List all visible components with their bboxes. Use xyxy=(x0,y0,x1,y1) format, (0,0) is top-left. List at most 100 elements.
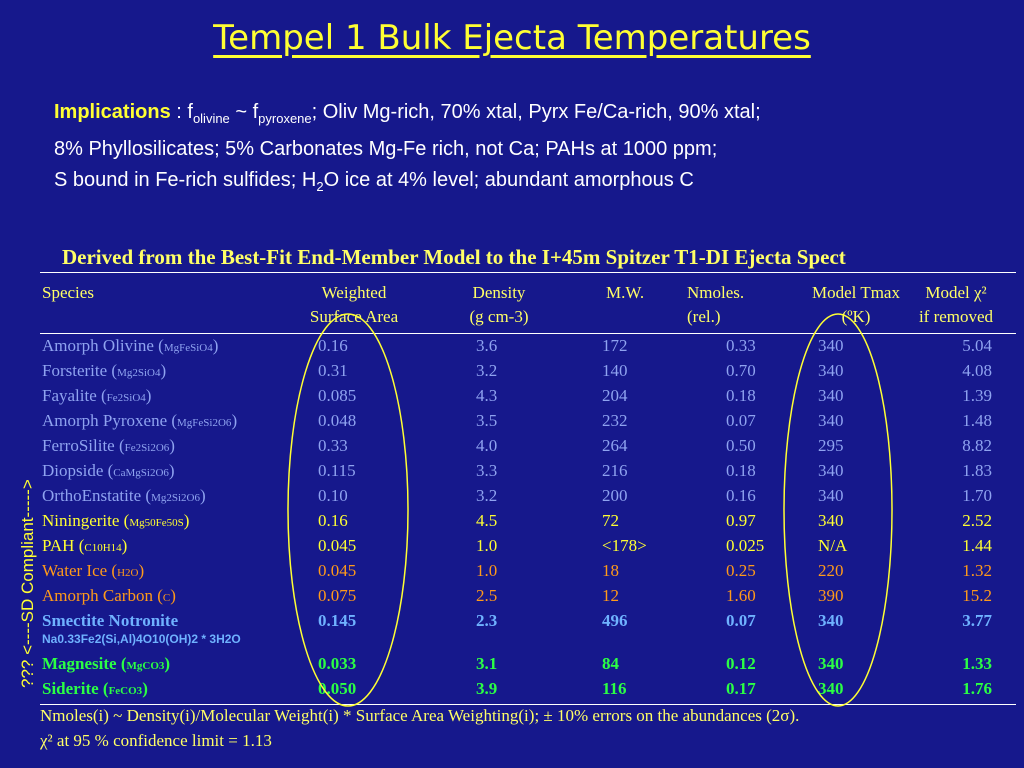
species-formula: CaMgSi2O6 xyxy=(113,467,169,479)
molecular-weight: 12 xyxy=(602,586,619,605)
model-tmax: 340 xyxy=(818,679,844,698)
table-row: FerroSilite (Fe2Si2O6) 0.33 4.0 264 0.50 295 8… xyxy=(0,436,1024,461)
weighted-surface-area: 0.10 xyxy=(318,486,348,505)
weighted-surface-area: 0.31 xyxy=(318,361,348,380)
implications-lead: Implications xyxy=(54,101,171,123)
weighted-surface-area: 0.115 xyxy=(318,461,356,480)
model-tmax: 340 xyxy=(818,411,844,430)
species-label: Amorph Pyroxene ( xyxy=(42,411,178,430)
header-species: Species xyxy=(42,283,94,302)
header-bottom-rule xyxy=(40,333,1016,334)
weighted-surface-area: 0.033 xyxy=(318,654,357,673)
species-close-paren: ) xyxy=(169,436,175,455)
species-label: Amorph Carbon ( xyxy=(42,586,163,605)
species-name: FerroSilite (Fe2Si2O6) xyxy=(42,436,175,456)
table-bottom-rule xyxy=(40,704,1016,705)
model-tmax: 340 xyxy=(818,611,844,630)
species-formula: MgCO3 xyxy=(126,660,165,672)
nmoles-value: 0.18 xyxy=(726,461,756,480)
implications-text-e: O ice at 4% level; abundant amorphous C xyxy=(323,169,694,191)
model-chi2: 4.08 xyxy=(962,361,992,380)
species-close-paren: ) xyxy=(212,336,219,355)
nmoles-value: 0.07 xyxy=(726,411,756,430)
model-chi2: 1.32 xyxy=(962,561,992,580)
table-row: Fayalite (Fe2SiO4) 0.085 4.3 204 0.18 340 1.39 xyxy=(0,386,1024,411)
species-label: Magnesite ( xyxy=(42,654,127,673)
implications-text-c: ; Oliv Mg-rich, 70% xtal, Pyrx Fe/Ca-ric… xyxy=(311,101,761,123)
species-name: OrthoEnstatite (Mg2Si2O6) xyxy=(42,486,206,506)
species-label: Smectite Notronite xyxy=(42,611,179,630)
model-tmax: 340 xyxy=(818,511,844,530)
species-name: Diopside (CaMgSi2O6) xyxy=(42,461,175,481)
implications-text-a: : f xyxy=(170,101,193,123)
model-chi2: 1.39 xyxy=(962,386,992,405)
species-label: OrthoEnstatite ( xyxy=(42,486,152,505)
implications-line-2: 8% Phyllosilicates; 5% Carbonates Mg-Fe … xyxy=(54,138,718,160)
species-label: Amorph Olivine ( xyxy=(42,336,164,355)
species-formula: Fe2Si2O6 xyxy=(124,442,170,454)
tmax-column-ellipse xyxy=(783,313,893,707)
implications-line-3: S bound in Fe-rich sulfides; H2O ice at … xyxy=(54,165,1014,202)
model-chi2: 1.44 xyxy=(962,536,992,555)
model-tmax: 340 xyxy=(818,654,844,673)
species-name: Niningerite (Mg50Fe50S) xyxy=(42,511,189,531)
species-name: Siderite (FeCO3) xyxy=(42,679,148,699)
weighted-surface-area: 0.045 xyxy=(318,536,357,555)
nmoles-value: 1.60 xyxy=(726,586,756,605)
model-chi2: 15.2 xyxy=(962,586,992,605)
species-label: Siderite ( xyxy=(42,679,109,698)
header-nmoles: Nmoles. (rel.) xyxy=(687,281,744,329)
model-chi2: 1.48 xyxy=(962,411,992,430)
model-tmax: 340 xyxy=(818,386,844,405)
species-close-paren: ) xyxy=(142,679,148,698)
header-weighted-line1: Weighted xyxy=(321,283,387,302)
header-density: Density (g cm-3) xyxy=(458,281,540,329)
header-mw: M.W. xyxy=(606,283,645,302)
nmoles-value: 0.50 xyxy=(726,436,756,455)
molecular-weight: 72 xyxy=(602,511,619,530)
species-close-paren: ) xyxy=(164,654,171,673)
header-chi2-line1: Model χ² xyxy=(925,283,987,302)
model-chi2: 5.04 xyxy=(962,336,992,355)
species-formula: Mg2SiO4 xyxy=(117,367,161,379)
species-close-paren: ) xyxy=(231,411,238,430)
table-row: Amorph Olivine (MgFeSiO4) 0.16 3.6 172 0.33 3… xyxy=(0,336,1024,361)
header-tmax-line2: (ºK) xyxy=(841,307,871,326)
footer-note-1: Nmoles(i) ~ Density(i)/Molecular Weight(… xyxy=(40,706,800,725)
density-value: 4.5 xyxy=(476,511,498,530)
molecular-weight: 84 xyxy=(602,654,619,673)
table-row: Forsterite (Mg2SiO4) 0.31 3.2 140 0.70 340 4.0… xyxy=(0,361,1024,386)
model-tmax: 295 xyxy=(818,436,844,455)
table-row: OrthoEnstatite (Mg2Si2O6) 0.10 3.2 200 0.16 3… xyxy=(0,486,1024,511)
table-row: Amorph Carbon (C) 0.075 2.5 12 1.60 390 15.2 xyxy=(0,586,1024,611)
table-top-rule xyxy=(40,272,1016,273)
model-chi2: 3.77 xyxy=(962,611,992,630)
weighted-surface-area: 0.145 xyxy=(318,611,357,630)
implications-text: Implications : folivine ~ fpyroxene; Oli… xyxy=(54,97,1014,202)
species-label: Diopside ( xyxy=(42,461,114,480)
species-name: Amorph Olivine (MgFeSiO4) xyxy=(42,336,218,356)
nmoles-value: 0.16 xyxy=(726,486,756,505)
model-tmax: 390 xyxy=(818,586,844,605)
density-value: 1.0 xyxy=(476,536,498,555)
species-name: PAH (C10H14) xyxy=(42,536,127,556)
density-value: 1.0 xyxy=(476,561,498,580)
header-nmoles-line2: (rel.) xyxy=(687,307,721,326)
nmoles-value: 0.70 xyxy=(726,361,756,380)
density-value: 3.5 xyxy=(476,411,498,430)
molecular-weight: <178> xyxy=(602,536,647,555)
species-name: Forsterite (Mg2SiO4) xyxy=(42,361,166,381)
species-formula: Fe2SiO4 xyxy=(106,392,146,404)
smectite-formula: Na0.33Fe2(Si,Al)4O10(OH)2 * 3H2O xyxy=(42,632,241,646)
molecular-weight: 200 xyxy=(602,486,628,505)
weighted-surface-area: 0.33 xyxy=(318,436,348,455)
nmoles-value: 0.97 xyxy=(726,511,756,530)
table-row: Diopside (CaMgSi2O6) 0.115 3.3 216 0.18 340 1.… xyxy=(0,461,1024,486)
implications-text-b: ~ f xyxy=(229,101,259,123)
model-chi2: 1.76 xyxy=(962,679,992,698)
table-row: Water Ice (H2O) 0.045 1.0 18 0.25 220 1.32 xyxy=(0,561,1024,586)
species-formula: Mg2Si2O6 xyxy=(151,492,200,504)
molecular-weight: 18 xyxy=(602,561,619,580)
density-value: 3.2 xyxy=(476,361,498,380)
density-value: 2.3 xyxy=(476,611,498,630)
